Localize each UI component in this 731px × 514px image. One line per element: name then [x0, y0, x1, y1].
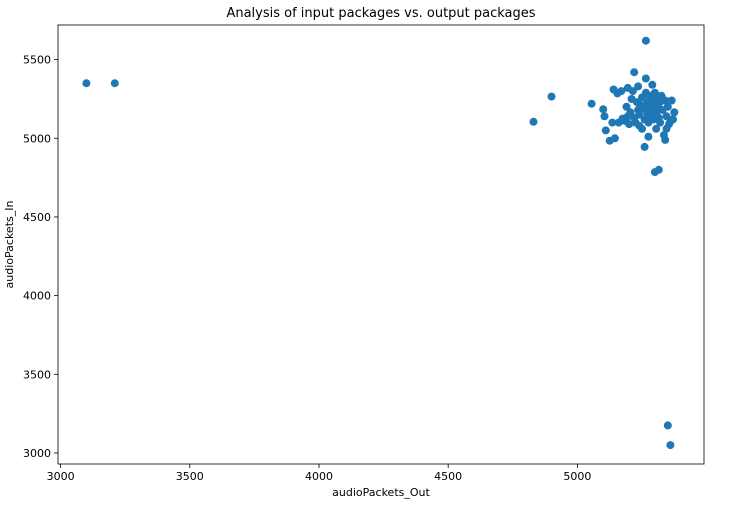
data-point — [656, 118, 665, 127]
chart-title: Analysis of input packages vs. output pa… — [226, 6, 535, 21]
data-point — [670, 108, 679, 117]
x-axis-label: audioPackets_Out — [332, 486, 430, 499]
data-point — [644, 132, 653, 141]
y-tick-label: 3500 — [23, 368, 51, 381]
data-point — [661, 96, 670, 105]
data-point — [600, 112, 609, 121]
data-point — [669, 115, 677, 124]
y-axis-label: audioPackets_In — [3, 201, 16, 289]
data-point — [663, 421, 672, 430]
data-point — [625, 120, 634, 129]
data-point — [667, 96, 676, 105]
y-tick-label: 3000 — [23, 447, 51, 460]
data-point — [661, 135, 670, 144]
x-tick-label: 4500 — [434, 470, 462, 483]
data-point — [666, 441, 675, 450]
x-axis-ticks: 3000 3500 4000 4500 5000 — [47, 464, 591, 483]
data-point — [635, 110, 644, 119]
data-point — [630, 68, 639, 77]
data-point — [587, 99, 596, 108]
data-point — [650, 88, 659, 97]
y-tick-label: 5500 — [23, 54, 51, 67]
x-tick-label: 3500 — [176, 470, 204, 483]
data-point — [82, 79, 91, 88]
plot-frame — [57, 24, 705, 465]
y-tick-label: 4000 — [23, 290, 51, 303]
data-point — [617, 87, 626, 96]
data-point — [634, 82, 643, 91]
data-point — [614, 118, 623, 127]
data-point — [547, 92, 556, 101]
data-point — [638, 124, 646, 133]
data-point — [623, 112, 632, 121]
points-layer — [82, 36, 679, 450]
y-axis-ticks: 3000 3500 4000 4500 5000 5500 — [23, 54, 58, 460]
data-point — [628, 87, 637, 96]
data-point — [641, 74, 650, 83]
x-tick-label: 5000 — [563, 470, 591, 483]
data-point — [654, 165, 663, 174]
data-point — [663, 102, 672, 111]
data-point — [652, 124, 661, 133]
data-point — [599, 105, 608, 114]
x-tick-label: 4000 — [305, 470, 333, 483]
y-tick-label: 4500 — [23, 211, 51, 224]
data-point — [110, 79, 119, 88]
data-point — [610, 134, 619, 143]
data-point — [529, 117, 538, 126]
y-tick-label: 5000 — [23, 132, 51, 145]
data-point — [640, 142, 649, 151]
data-point — [608, 118, 617, 127]
x-tick-label: 3000 — [47, 470, 75, 483]
data-point — [641, 36, 650, 45]
data-point — [601, 126, 610, 135]
data-point — [648, 80, 657, 89]
